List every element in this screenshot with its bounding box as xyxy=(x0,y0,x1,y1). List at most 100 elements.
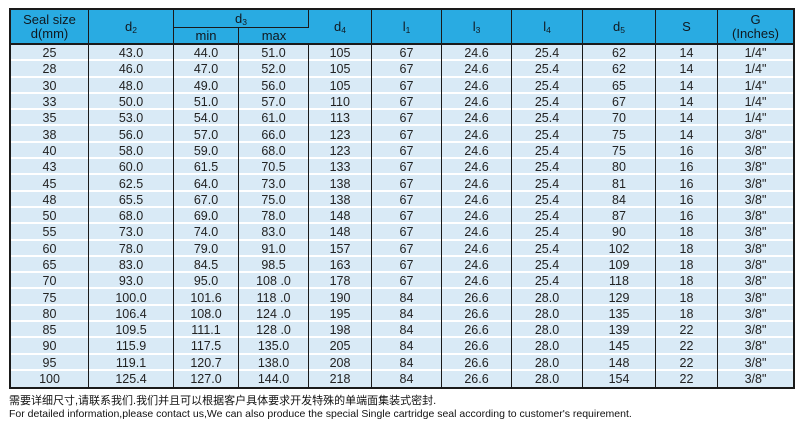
cell-g: 3/8" xyxy=(718,305,793,323)
cell-seal_size: 38 xyxy=(11,126,89,143)
cell-d3_min: 44.0 xyxy=(174,45,239,62)
cell-l1: 67 xyxy=(372,61,442,78)
cell-l1: 67 xyxy=(372,175,442,192)
cell-d3_max: 73.0 xyxy=(239,175,309,192)
cell-d4: 157 xyxy=(309,240,372,257)
cell-s: 14 xyxy=(656,110,718,127)
cell-g: 3/8" xyxy=(718,338,793,355)
table-row: 55 73.0 74.0 83.0 148 67 24.6 25.4 90 18 3/8" xyxy=(11,224,793,241)
cell-d2: 62.5 xyxy=(89,175,174,192)
cell-s: 22 xyxy=(656,322,718,339)
cell-d3_min: 79.0 xyxy=(174,240,239,257)
cell-l3: 24.6 xyxy=(442,273,512,290)
table-row: 90 115.9 117.5 135.0 205 84 26.6 28.0 145 22 3/8" xyxy=(11,338,793,355)
cell-l4: 28.0 xyxy=(512,370,583,388)
cell-seal_size: 80 xyxy=(11,305,89,323)
cell-l4: 25.4 xyxy=(512,45,583,62)
cell-l3: 24.6 xyxy=(442,142,512,160)
cell-l1: 67 xyxy=(372,110,442,127)
column-header-l3: l3 xyxy=(442,10,512,45)
cell-l1: 84 xyxy=(372,370,442,388)
d3-base: d xyxy=(235,11,243,26)
cell-d5: 118 xyxy=(583,273,656,290)
cell-seal_size: 33 xyxy=(11,93,89,111)
cell-l4: 25.4 xyxy=(512,159,583,176)
d4-sub: 4 xyxy=(341,25,346,35)
cell-d4: 178 xyxy=(309,273,372,290)
cell-d3_max: 135.0 xyxy=(239,338,309,355)
cell-d4: 190 xyxy=(309,289,372,306)
table-row: 33 50.0 51.0 57.0 110 67 24.6 25.4 67 14 1/4" xyxy=(11,93,793,111)
cell-l4: 25.4 xyxy=(512,273,583,290)
table-row: 50 68.0 69.0 78.0 148 67 24.6 25.4 87 16 3/8" xyxy=(11,207,793,225)
cell-d5: 75 xyxy=(583,142,656,160)
cell-l4: 25.4 xyxy=(512,240,583,257)
l4-base: l xyxy=(543,19,547,34)
cell-l3: 24.6 xyxy=(442,93,512,111)
cell-l3: 24.6 xyxy=(442,207,512,225)
cell-l1: 84 xyxy=(372,354,442,371)
cell-seal_size: 28 xyxy=(11,61,89,78)
cell-s: 18 xyxy=(656,240,718,257)
cell-l4: 28.0 xyxy=(512,305,583,323)
d2-sub: 2 xyxy=(132,25,137,35)
cell-d3_max: 52.0 xyxy=(239,61,309,78)
cell-l1: 67 xyxy=(372,45,442,62)
cell-g: 3/8" xyxy=(718,159,793,176)
cell-d3_min: 59.0 xyxy=(174,142,239,160)
cell-d3_max: 78.0 xyxy=(239,207,309,225)
table-row: 65 83.0 84.5 98.5 163 67 24.6 25.4 109 18 3/8" xyxy=(11,256,793,274)
cell-l3: 26.6 xyxy=(442,322,512,339)
cell-d5: 75 xyxy=(583,126,656,143)
cell-d3_min: 111.1 xyxy=(174,322,239,339)
column-header-g: G (Inches) xyxy=(718,10,793,45)
l3-base: l xyxy=(472,19,476,34)
cell-l3: 24.6 xyxy=(442,159,512,176)
cell-d3_min: 127.0 xyxy=(174,370,239,388)
cell-d4: 105 xyxy=(309,45,372,62)
cell-l3: 26.6 xyxy=(442,338,512,355)
cell-s: 16 xyxy=(656,142,718,160)
cell-d2: 58.0 xyxy=(89,142,174,160)
cell-d3_max: 75.0 xyxy=(239,191,309,208)
spec-table-body: 25 43.0 44.0 51.0 105 67 24.6 25.4 62 14 1/4" 28 46.… xyxy=(11,45,793,388)
cell-l3: 24.6 xyxy=(442,224,512,241)
cell-l1: 84 xyxy=(372,289,442,306)
table-row: 45 62.5 64.0 73.0 138 67 24.6 25.4 81 16 3/8" xyxy=(11,175,793,192)
table-row: 85 109.5 111.1 128 .0 198 84 26.6 28.0 139 22 3/8" xyxy=(11,322,793,339)
cell-l1: 67 xyxy=(372,93,442,111)
cell-seal_size: 40 xyxy=(11,142,89,160)
cell-s: 18 xyxy=(656,289,718,306)
cell-d3_max: 144.0 xyxy=(239,370,309,388)
cell-g: 3/8" xyxy=(718,256,793,274)
cell-l1: 67 xyxy=(372,191,442,208)
cell-l4: 25.4 xyxy=(512,256,583,274)
cell-d3_max: 118 .0 xyxy=(239,289,309,306)
cell-g: 1/4" xyxy=(718,110,793,127)
cell-d5: 145 xyxy=(583,338,656,355)
table-row: 35 53.0 54.0 61.0 113 67 24.6 25.4 70 14 1/4" xyxy=(11,110,793,127)
cell-d3_max: 70.5 xyxy=(239,159,309,176)
cell-d3_min: 49.0 xyxy=(174,77,239,94)
cell-d2: 83.0 xyxy=(89,256,174,274)
cell-seal_size: 100 xyxy=(11,370,89,388)
cell-d3_max: 108 .0 xyxy=(239,273,309,290)
cell-l3: 24.6 xyxy=(442,110,512,127)
cell-d2: 73.0 xyxy=(89,224,174,241)
cell-g: 3/8" xyxy=(718,191,793,208)
column-header-seal-size: Seal size d(mm) xyxy=(11,10,89,45)
cell-s: 14 xyxy=(656,93,718,111)
cell-l1: 67 xyxy=(372,126,442,143)
cell-d4: 105 xyxy=(309,61,372,78)
table-row: 70 93.0 95.0 108 .0 178 67 24.6 25.4 118 18 3/8" xyxy=(11,273,793,290)
cell-d5: 148 xyxy=(583,354,656,371)
cell-s: 22 xyxy=(656,338,718,355)
cell-l3: 26.6 xyxy=(442,305,512,323)
cell-s: 18 xyxy=(656,305,718,323)
cell-d5: 67 xyxy=(583,93,656,111)
cell-d3_min: 120.7 xyxy=(174,354,239,371)
cell-l3: 26.6 xyxy=(442,370,512,388)
cell-s: 16 xyxy=(656,191,718,208)
cell-s: 14 xyxy=(656,126,718,143)
